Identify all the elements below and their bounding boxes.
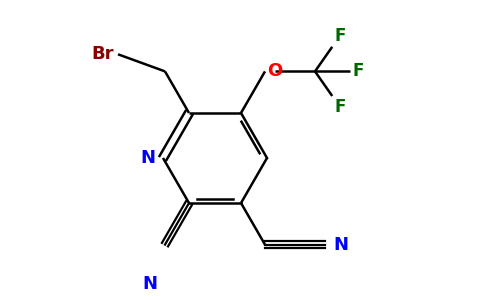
Text: N: N — [140, 149, 155, 167]
Text: F: F — [352, 62, 363, 80]
Text: F: F — [334, 27, 346, 45]
Text: O: O — [267, 62, 282, 80]
Text: N: N — [142, 274, 157, 292]
Text: Br: Br — [91, 45, 114, 63]
Text: F: F — [334, 98, 346, 116]
Text: N: N — [333, 236, 348, 253]
